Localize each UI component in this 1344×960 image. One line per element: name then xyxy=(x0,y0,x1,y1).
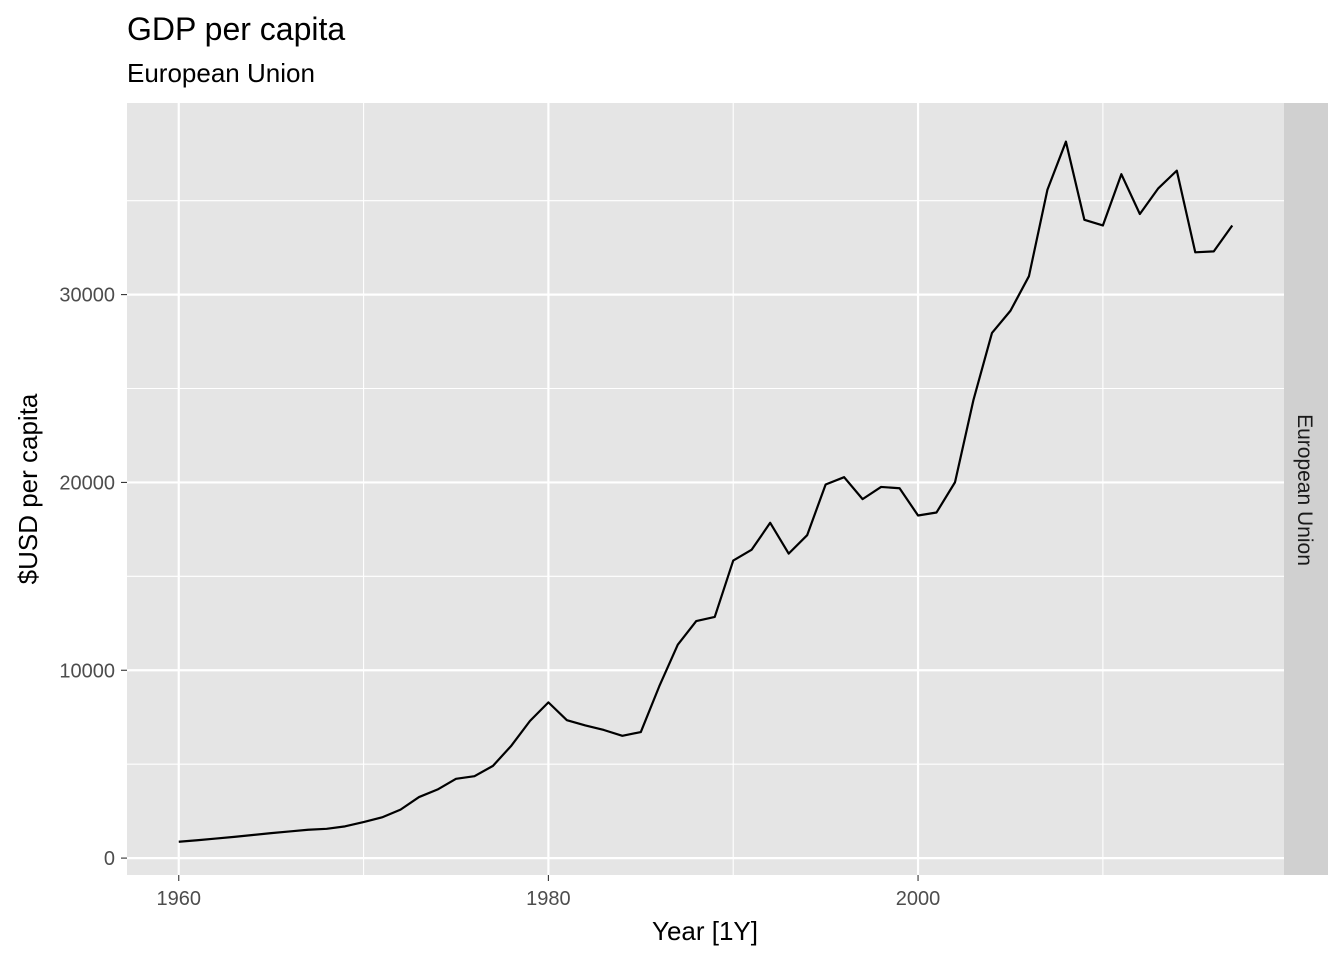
chart-subtitle: European Union xyxy=(127,58,315,88)
chart-title: GDP per capita xyxy=(127,11,345,47)
plot-panel xyxy=(127,103,1284,875)
major-grid xyxy=(127,103,1284,875)
x-tick-label: 2000 xyxy=(896,888,941,910)
x-axis: 1960 1980 2000 xyxy=(157,875,941,910)
y-tick-label: 10000 xyxy=(59,660,115,682)
y-tick-label: 0 xyxy=(104,848,115,870)
y-axis-label: $USD per capita xyxy=(13,393,43,584)
minor-grid xyxy=(127,103,1284,875)
gdp-series-line xyxy=(178,140,1234,843)
x-tick-label: 1960 xyxy=(157,888,202,910)
x-axis-label: Year [1Y] xyxy=(652,916,758,946)
facet-strip xyxy=(1284,103,1328,875)
y-axis: 0 10000 20000 30000 xyxy=(59,285,127,870)
y-tick-label: 20000 xyxy=(59,472,115,494)
facet-strip-label: European Union xyxy=(1293,414,1316,566)
x-tick-label: 1980 xyxy=(526,888,571,910)
y-tick-label: 30000 xyxy=(59,285,115,307)
